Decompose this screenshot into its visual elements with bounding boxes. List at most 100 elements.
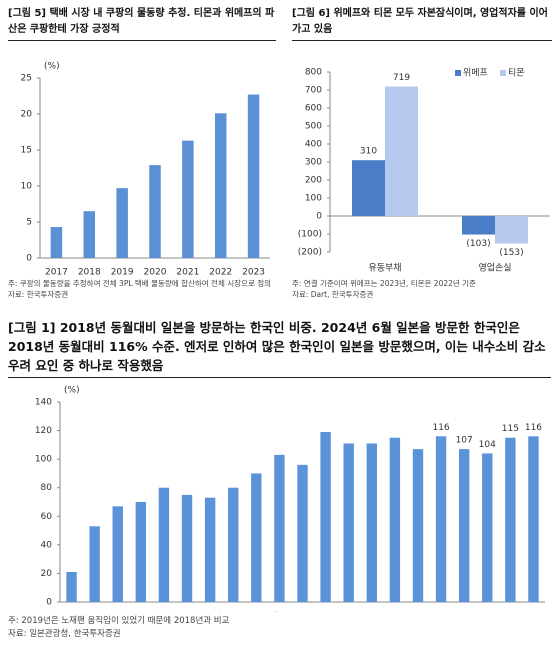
bar — [352, 160, 385, 216]
y-tick-label: 40 — [41, 540, 53, 550]
bar — [495, 216, 528, 244]
y-tick-label: 100 — [35, 455, 52, 465]
bar — [274, 454, 285, 602]
note: 자료: 한국투자증권 — [8, 290, 69, 299]
bar — [66, 572, 77, 602]
notes: 주: 연결 기준이며 위메프는 2023년, 티몬은 2022년 기준 자료: … — [292, 278, 554, 300]
chart: 0 20 40 60 80 100 120 140 (%) Oct-22 Jan-23 Apr-23 J… — [35, 386, 545, 613]
note: 자료: Dart, 한국투자증권 — [292, 290, 374, 299]
bar — [458, 449, 470, 602]
y-tick-label: 0 — [316, 212, 322, 222]
data-label: 116 — [432, 423, 449, 433]
y-tick-label: 100 — [305, 194, 322, 204]
y-tick-label: 600 — [305, 104, 322, 114]
bar — [366, 443, 377, 602]
note: 주: 2019년은 노재팬 움직임이 있었기 때문에 2018년과 비교 — [8, 616, 230, 626]
figure-title: [그림 1] 2018년 동월대비 일본을 방문하는 한국인 비중. 2024년… — [8, 318, 551, 378]
y-tick-label: 300 — [305, 158, 322, 168]
y-tick-label: 140 — [35, 398, 52, 408]
note: 주: 쿠팡의 물동량을 추정하여 전체 3PL 택배 물동량에 합산하여 전체 … — [8, 279, 272, 288]
bar — [435, 436, 447, 602]
bar — [158, 487, 170, 602]
y-tick-label: 60 — [41, 512, 53, 522]
note: 주: 연결 기준이며 위메프는 2023년, 티몬은 2022년 기준 — [292, 279, 476, 288]
legend-label: 티몬 — [508, 68, 525, 79]
x-tick-label: 2017 — [45, 268, 68, 276]
bar — [412, 449, 424, 602]
x-tick-label: 2019 — [111, 268, 134, 276]
bar — [112, 506, 123, 602]
y-tick-label: 10 — [21, 182, 33, 192]
chart: (200) (100) 0 100 200 300 400 500 600 700 800 유동부채 3… — [298, 68, 550, 274]
bar — [83, 211, 96, 258]
x-tick-label: 2018 — [78, 268, 101, 276]
bar — [251, 473, 262, 602]
bar — [528, 436, 539, 602]
y-tick-label: 5 — [26, 218, 32, 228]
bar — [89, 526, 100, 602]
x-tick-label: Apr-24 — [472, 612, 502, 613]
notes: 주: 2019년은 노재팬 움직임이 있었기 때문에 2018년과 비교 자료:… — [8, 615, 548, 641]
figure-title: [그림 5] 택배 시장 내 쿠팡의 물동량 추정. 티몬과 위메프의 파산은 … — [8, 6, 276, 41]
data-label: (153) — [499, 248, 523, 258]
x-tick-label: Oct-23 — [334, 612, 364, 613]
x-tick-label: Jan-24 — [403, 612, 433, 613]
y-tick-label: 400 — [305, 140, 322, 150]
x-tick-label: 2023 — [242, 268, 265, 276]
data-label: 310 — [360, 147, 377, 157]
legend-swatch — [455, 70, 461, 76]
unit-label: (%) — [64, 386, 80, 396]
data-label: 719 — [393, 73, 410, 83]
y-tick-label: 0 — [46, 598, 52, 608]
data-label: (103) — [466, 239, 490, 249]
y-tick-label: 25 — [21, 74, 32, 84]
x-tick-label: 유동부채 — [368, 263, 401, 274]
y-tick-label: 0 — [26, 254, 32, 264]
bar — [135, 502, 147, 602]
x-tick-label: Jul-23 — [266, 612, 293, 613]
x-tick-label: Oct-22 — [56, 612, 86, 613]
legend-label: 위메프 — [463, 68, 488, 79]
y-tick-label: 700 — [305, 86, 322, 96]
figure-title: [그림 6] 위메프와 티몬 모두 자본잠식이며, 영업적자를 이어가고 있음 — [292, 6, 552, 41]
y-tick-label: 800 — [305, 68, 322, 78]
note: 자료: 일본관광청, 한국투자증권 — [8, 629, 121, 639]
x-tick-label: 2020 — [144, 268, 167, 276]
y-tick-label: 20 — [21, 110, 33, 120]
bar — [116, 188, 128, 258]
bar — [50, 227, 63, 258]
bar — [204, 497, 216, 602]
x-tick-label: 2022 — [209, 268, 232, 276]
bar — [297, 464, 308, 602]
bar — [320, 432, 331, 602]
bar — [385, 86, 418, 216]
data-label: 116 — [525, 423, 542, 433]
data-label: 107 — [456, 436, 473, 446]
y-tick-label: 120 — [35, 426, 52, 436]
data-label: 115 — [502, 424, 519, 434]
y-tick-label: 80 — [41, 483, 53, 493]
legend-swatch — [500, 70, 506, 76]
bar — [149, 165, 161, 258]
bar — [181, 494, 193, 602]
bar — [505, 437, 516, 602]
y-tick-label: (200) — [298, 248, 322, 258]
x-tick-label: 2021 — [176, 268, 199, 276]
bar — [182, 140, 194, 258]
bar — [228, 487, 239, 602]
y-tick-label: 20 — [41, 569, 53, 579]
chart: 0 5 10 15 20 25 (%) 2017 2018 2019 2020 2021 2022 202… — [21, 62, 270, 276]
unit-label: (%) — [44, 62, 60, 72]
x-tick-label: 영업손실 — [478, 263, 511, 274]
y-tick-label: 500 — [305, 122, 322, 132]
x-tick-label: Apr-23 — [195, 612, 225, 613]
y-tick-label: (100) — [298, 230, 322, 240]
bar — [462, 216, 495, 235]
bar — [214, 113, 227, 258]
bar — [343, 443, 354, 602]
bar — [247, 94, 260, 258]
notes: 주: 쿠팡의 물동량을 추정하여 전체 3PL 택배 물동량에 합산하여 전체 … — [8, 278, 283, 300]
x-tick-label: Jan-23 — [126, 612, 156, 613]
bar — [482, 453, 493, 602]
